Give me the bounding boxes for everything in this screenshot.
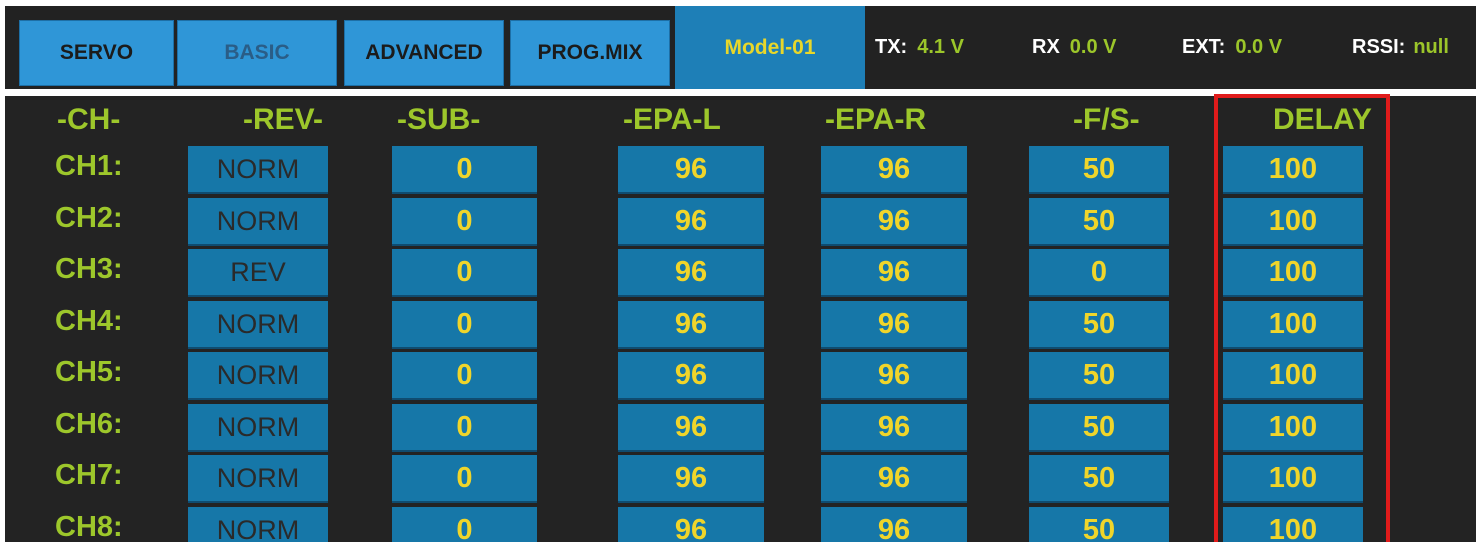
rx-voltage: RX 0.0 V bbox=[1032, 6, 1117, 89]
delay-cell[interactable]: 100 bbox=[1223, 404, 1363, 452]
rx-value: 0.0 V bbox=[1069, 36, 1117, 58]
rev-cell[interactable]: NORM bbox=[188, 301, 328, 349]
sub-cell[interactable]: 0 bbox=[392, 352, 537, 400]
epa-r-cell[interactable]: 96 bbox=[821, 352, 967, 400]
channel-label: CH8: bbox=[55, 510, 123, 542]
sub-cell[interactable]: 0 bbox=[392, 146, 537, 194]
ext-voltage: EXT: 0.0 V bbox=[1182, 6, 1282, 89]
delay-cell[interactable]: 100 bbox=[1223, 301, 1363, 349]
sub-cell[interactable]: 0 bbox=[392, 249, 537, 297]
epa-r-cell[interactable]: 96 bbox=[821, 455, 967, 503]
rev-cell[interactable]: NORM bbox=[188, 352, 328, 400]
sub-cell[interactable]: 0 bbox=[392, 455, 537, 503]
header-fs: -F/S- bbox=[1073, 103, 1140, 136]
channel-label: CH2: bbox=[55, 201, 123, 234]
channel-label: CH6: bbox=[55, 407, 123, 440]
tab-basic[interactable]: BASIC bbox=[177, 20, 337, 86]
tab-servo[interactable]: SERVO bbox=[19, 20, 174, 86]
channel-label: CH7: bbox=[55, 458, 123, 491]
channel-label: CH3: bbox=[55, 252, 123, 285]
fs-cell[interactable]: 50 bbox=[1029, 301, 1169, 349]
sub-cell[interactable]: 0 bbox=[392, 507, 537, 542]
epa-l-cell[interactable]: 96 bbox=[618, 352, 764, 400]
delay-cell[interactable]: 100 bbox=[1223, 352, 1363, 400]
epa-r-cell[interactable]: 96 bbox=[821, 146, 967, 194]
fs-cell[interactable]: 50 bbox=[1029, 352, 1169, 400]
channel-label: CH4: bbox=[55, 304, 123, 337]
sub-cell[interactable]: 0 bbox=[392, 301, 537, 349]
epa-r-cell[interactable]: 96 bbox=[821, 249, 967, 297]
fs-cell[interactable]: 50 bbox=[1029, 507, 1169, 542]
fs-cell[interactable]: 0 bbox=[1029, 249, 1169, 297]
rev-cell[interactable]: REV bbox=[188, 249, 328, 297]
rev-cell[interactable]: NORM bbox=[188, 404, 328, 452]
top-bar: SERVO BASIC ADVANCED PROG.MIX Model-01 T… bbox=[5, 6, 1476, 89]
fs-cell[interactable]: 50 bbox=[1029, 404, 1169, 452]
delay-cell[interactable]: 100 bbox=[1223, 455, 1363, 503]
epa-l-cell[interactable]: 96 bbox=[618, 455, 764, 503]
rev-cell[interactable]: NORM bbox=[188, 455, 328, 503]
tx-value: 4.1 V bbox=[917, 36, 964, 58]
ext-label: EXT: bbox=[1182, 36, 1226, 58]
channel-label: CH5: bbox=[55, 355, 123, 388]
rev-cell[interactable]: NORM bbox=[188, 146, 328, 194]
rssi-label: RSSI: bbox=[1352, 36, 1406, 58]
ext-value: 0.0 V bbox=[1235, 36, 1283, 58]
fs-cell[interactable]: 50 bbox=[1029, 146, 1169, 194]
epa-l-cell[interactable]: 96 bbox=[618, 146, 764, 194]
delay-cell[interactable]: 100 bbox=[1223, 198, 1363, 246]
sub-cell[interactable]: 0 bbox=[392, 404, 537, 452]
epa-r-cell[interactable]: 96 bbox=[821, 404, 967, 452]
epa-r-cell[interactable]: 96 bbox=[821, 301, 967, 349]
model-name[interactable]: Model-01 bbox=[675, 6, 865, 89]
delay-cell[interactable]: 100 bbox=[1223, 249, 1363, 297]
epa-r-cell[interactable]: 96 bbox=[821, 507, 967, 542]
rev-cell[interactable]: NORM bbox=[188, 507, 328, 542]
epa-l-cell[interactable]: 96 bbox=[618, 507, 764, 542]
rev-cell[interactable]: NORM bbox=[188, 198, 328, 246]
header-delay: DELAY bbox=[1273, 103, 1372, 136]
header-sub: -SUB- bbox=[397, 103, 481, 136]
epa-l-cell[interactable]: 96 bbox=[618, 198, 764, 246]
delay-cell[interactable]: 100 bbox=[1223, 507, 1363, 542]
rssi-status: RSSI: null bbox=[1352, 6, 1449, 89]
epa-l-cell[interactable]: 96 bbox=[618, 404, 764, 452]
header-epa-l: -EPA-L bbox=[623, 103, 721, 136]
tab-advanced[interactable]: ADVANCED bbox=[344, 20, 504, 86]
tab-prog-mix[interactable]: PROG.MIX bbox=[510, 20, 670, 86]
header-rev: -REV- bbox=[243, 103, 324, 136]
epa-l-cell[interactable]: 96 bbox=[618, 249, 764, 297]
header-ch: -CH- bbox=[57, 103, 121, 136]
channel-label: CH1: bbox=[55, 149, 123, 182]
rx-label: RX bbox=[1032, 36, 1060, 58]
rssi-value: null bbox=[1413, 36, 1449, 58]
sub-cell[interactable]: 0 bbox=[392, 198, 537, 246]
delay-cell[interactable]: 100 bbox=[1223, 146, 1363, 194]
epa-l-cell[interactable]: 96 bbox=[618, 301, 764, 349]
header-epa-r: -EPA-R bbox=[825, 103, 927, 136]
tx-label: TX: bbox=[875, 36, 908, 58]
fs-cell[interactable]: 50 bbox=[1029, 455, 1169, 503]
servo-table: -CH- -REV- -SUB- -EPA-L -EPA-R -F/S- DEL… bbox=[5, 96, 1476, 542]
epa-r-cell[interactable]: 96 bbox=[821, 198, 967, 246]
fs-cell[interactable]: 50 bbox=[1029, 198, 1169, 246]
tx-voltage: TX: 4.1 V bbox=[875, 6, 964, 89]
